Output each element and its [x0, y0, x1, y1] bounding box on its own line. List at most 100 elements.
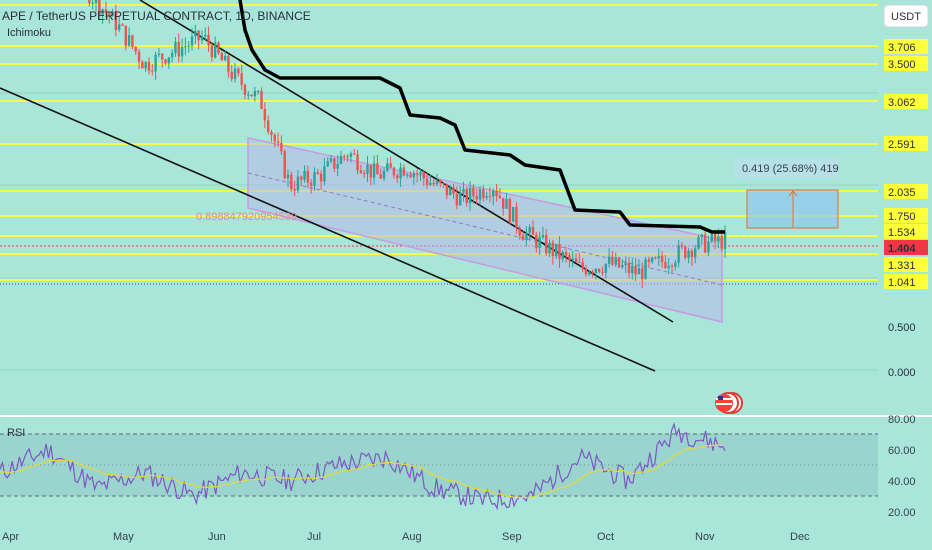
candle-body	[690, 250, 694, 258]
candle-body	[409, 174, 412, 178]
descending-channel[interactable]	[247, 137, 723, 323]
time-label-jul: Jul	[307, 531, 321, 543]
candle-body	[213, 42, 217, 58]
candle-body	[250, 94, 253, 97]
candle-body	[316, 172, 320, 174]
candle-body	[326, 161, 329, 167]
candle-body	[687, 250, 690, 258]
candle-body	[449, 187, 452, 196]
candle-body	[442, 182, 445, 184]
candle-body	[296, 176, 300, 191]
symbol-title[interactable]: APE / TetherUS PERPETUAL CONTRACT, 1D, B…	[2, 9, 311, 23]
candle-body	[654, 257, 657, 259]
candle-body	[392, 167, 396, 176]
rsi-title[interactable]: RSI	[7, 427, 25, 439]
measure-tool[interactable]: 0.419 (25.68%) 419	[734, 157, 839, 229]
candle-body	[266, 120, 270, 132]
candle-body	[554, 243, 558, 257]
candle-body	[402, 167, 406, 176]
price-label-1041: 1.041	[884, 274, 928, 289]
candle-body	[366, 164, 369, 174]
candle-body	[455, 193, 459, 206]
candle-body	[362, 172, 366, 174]
candle-body	[190, 36, 194, 46]
candle-body	[134, 46, 137, 52]
candle-body	[501, 198, 505, 209]
candle-body	[445, 183, 449, 196]
price-label-3500: 3.500	[884, 56, 928, 71]
candle-body	[591, 272, 594, 274]
candle-body	[475, 196, 478, 200]
candle-body	[286, 174, 290, 179]
time-label-jun: Jun	[208, 531, 226, 543]
price-label-1534-text: 1.534	[888, 227, 916, 239]
candle-body	[521, 235, 525, 241]
candle-body	[564, 251, 568, 256]
candle-body	[253, 91, 257, 97]
candle-body	[382, 170, 386, 179]
candle-body	[478, 189, 482, 200]
candle-body	[121, 24, 124, 26]
candle-body	[313, 172, 316, 186]
currency-button[interactable]: USDT	[883, 4, 929, 28]
candle-body	[247, 94, 250, 96]
candle-body	[94, 0, 98, 3]
candle-body	[194, 30, 197, 37]
candle-body	[657, 255, 660, 259]
us-flag-event-icon[interactable]	[715, 392, 743, 414]
upper-trendline[interactable]	[139, 0, 674, 323]
price-label-1750-text: 1.750	[888, 211, 916, 223]
price-label-0500: 0.500	[888, 322, 916, 334]
candle-body	[230, 71, 233, 80]
candle-body	[101, 9, 104, 15]
candle-body	[614, 257, 617, 265]
candle-body	[621, 265, 624, 268]
time-label-aug: Aug	[402, 531, 422, 543]
candle-body	[634, 265, 637, 275]
indicator-name[interactable]: Ichimoku	[7, 27, 51, 39]
price-label-2591: 2.591	[884, 136, 928, 151]
rsi-line	[0, 422, 726, 511]
candle-body	[303, 170, 306, 180]
rsi-tick-80: 80.00	[888, 414, 916, 426]
candle-body	[571, 258, 574, 261]
candle-body	[257, 90, 260, 92]
candle-body	[551, 242, 555, 257]
candle-body	[336, 163, 339, 169]
candle-body	[710, 233, 713, 242]
candle-body	[210, 45, 214, 58]
price-candles	[88, 0, 727, 289]
candle-body	[518, 227, 521, 236]
candle-body	[273, 134, 276, 142]
candle-body	[607, 256, 611, 264]
fib-level-label: 0.898847920954539	[196, 211, 297, 223]
candle-body	[488, 196, 492, 198]
candle-body	[174, 41, 177, 53]
lower-trendline[interactable]	[0, 87, 656, 372]
candle-body	[260, 90, 263, 109]
candle-body	[270, 131, 273, 135]
candle-body	[276, 141, 280, 143]
candle-body	[405, 174, 409, 176]
candle-body	[432, 182, 435, 185]
candle-body	[694, 248, 697, 258]
candle-body	[263, 108, 267, 121]
candle-body	[240, 73, 243, 85]
candle-body	[531, 227, 535, 235]
candle-body	[617, 257, 621, 268]
candle-body	[114, 11, 118, 31]
candle-body	[674, 262, 677, 267]
measure-label: 0.419 (25.68%) 419	[742, 163, 839, 175]
candle-body	[697, 237, 700, 249]
candle-body	[154, 54, 157, 72]
candle-body	[452, 187, 455, 194]
candle-body	[359, 170, 363, 173]
price-label-1041-text: 1.041	[888, 277, 916, 289]
candle-body	[91, 2, 94, 4]
candle-body	[204, 34, 207, 37]
rsi-tick-60: 60.00	[888, 445, 916, 457]
candle-body	[713, 233, 717, 242]
candle-body	[535, 234, 538, 248]
candle-body	[111, 11, 114, 17]
